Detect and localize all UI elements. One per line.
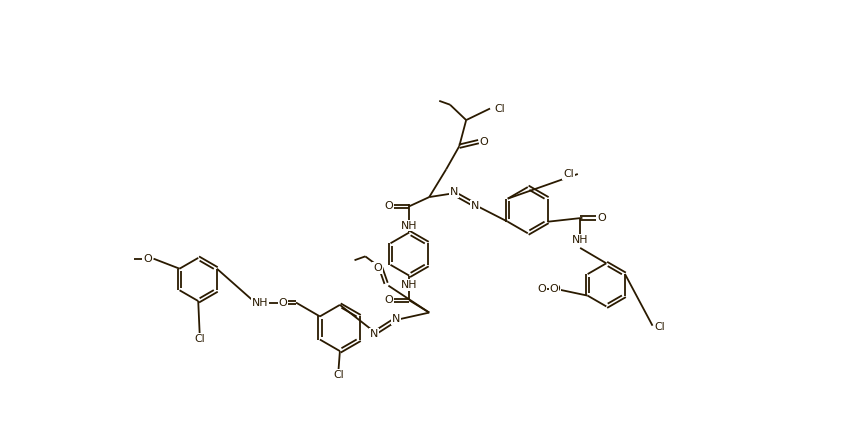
Text: O: O — [373, 263, 382, 273]
Text: NH: NH — [401, 280, 418, 290]
Text: O: O — [279, 297, 287, 307]
Text: NH: NH — [252, 297, 268, 307]
Text: NH: NH — [401, 221, 418, 231]
Text: O: O — [385, 201, 393, 211]
Text: O: O — [479, 136, 488, 146]
Text: N: N — [450, 187, 458, 197]
Text: O: O — [597, 213, 606, 223]
Text: O: O — [552, 284, 560, 294]
Text: Cl: Cl — [655, 322, 665, 332]
Text: O: O — [143, 254, 152, 264]
Text: N: N — [471, 201, 479, 211]
Text: O: O — [550, 284, 558, 294]
Text: O: O — [537, 284, 546, 294]
Text: N: N — [370, 329, 378, 339]
Text: NH: NH — [572, 235, 589, 245]
Text: O: O — [144, 254, 152, 264]
Text: Cl: Cl — [195, 334, 205, 344]
Text: Cl: Cl — [494, 103, 504, 113]
Text: N: N — [392, 314, 400, 324]
Text: Cl: Cl — [333, 370, 344, 380]
Text: Cl: Cl — [563, 169, 574, 179]
Text: O: O — [550, 284, 558, 294]
Text: O: O — [385, 295, 393, 305]
